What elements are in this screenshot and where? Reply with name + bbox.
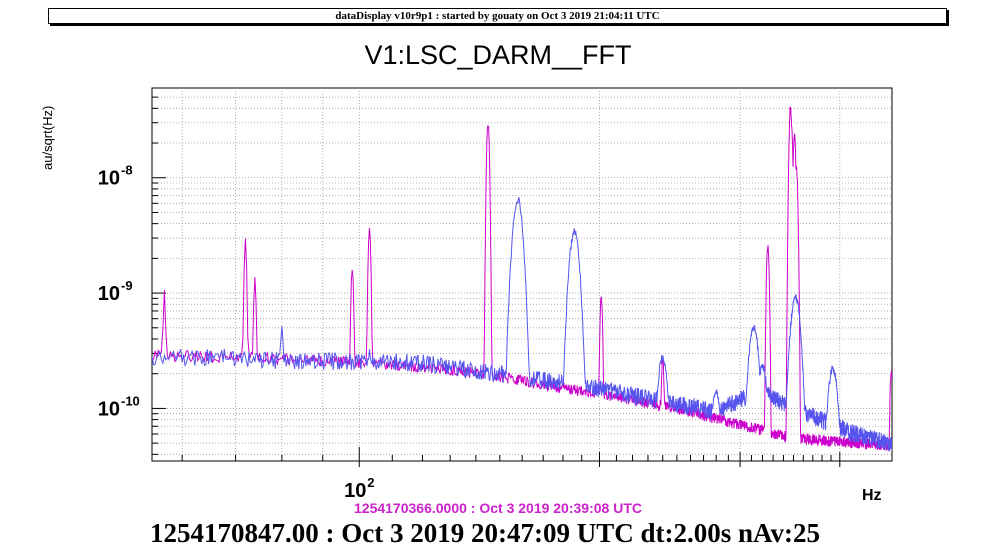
- y-tick-exponent: -8: [121, 163, 133, 178]
- y-tick-label: 10: [98, 398, 120, 420]
- x-axis-unit: Hz: [862, 487, 882, 504]
- y-tick-label: 10: [98, 283, 120, 305]
- x-tick-labels: 10 2: [344, 475, 374, 502]
- window-banner: dataDisplay v10r9p1 : started by gouaty …: [48, 8, 947, 24]
- current-trace-label: 1254170847.00 : Oct 3 2019 20:47:09 UTC …: [150, 518, 820, 548]
- series-layer: [152, 106, 892, 452]
- plot-grid: [152, 88, 892, 461]
- y-tick-exponent: -9: [121, 278, 133, 293]
- reference-trace-label: 1254170366.0000 : Oct 3 2019 20:39:08 UT…: [354, 500, 642, 516]
- x-tick-exponent: 2: [367, 475, 374, 490]
- y-tick-exponent: -10: [121, 393, 140, 408]
- axis-ticks: [152, 96, 841, 467]
- series-line: [152, 197, 892, 452]
- x-tick-label: 10: [344, 480, 366, 502]
- chart-title: V1:LSC_DARM__FFT: [364, 40, 632, 70]
- y-tick-label: 10: [98, 168, 120, 190]
